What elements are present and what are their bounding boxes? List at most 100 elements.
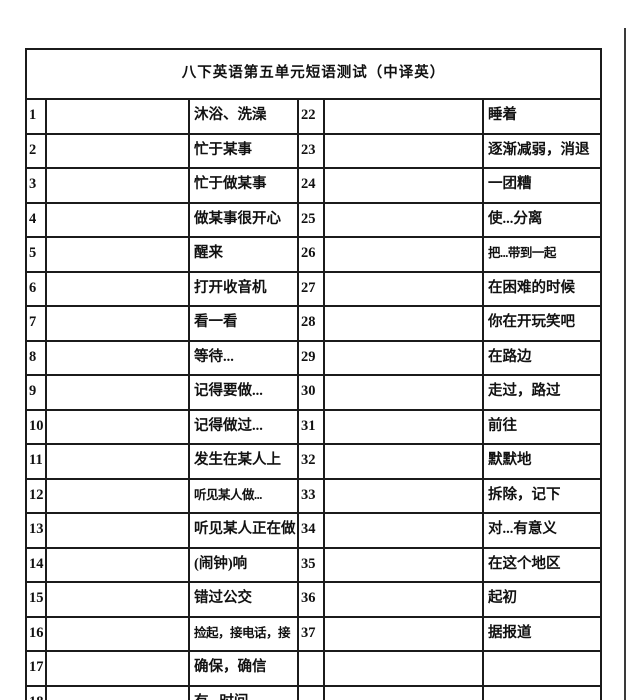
phrase-cell-cn-right: 使...分离	[482, 201, 602, 238]
phrase-cell-cn-right: 一团糟	[482, 167, 602, 204]
phrase-cell-cn-left: 醒来	[188, 236, 299, 273]
phrase-cell-cn-left: 听见某人做...	[188, 477, 299, 514]
answer-blank-cell-left	[45, 236, 190, 273]
row-number-cell-left: 15	[25, 581, 47, 618]
phrase-cell-cn-left: 捡起，接电话，接	[188, 615, 299, 652]
phrase-cell-cn-left: 忙于做某事	[188, 167, 299, 204]
phrase-cell-cn-left: 听见某人正在做	[188, 512, 299, 549]
answer-blank-cell-left	[45, 339, 190, 376]
phrase-cell-cn-left: 记得做过...	[188, 408, 299, 445]
table-row: 16 捡起，接电话，接 37 据报道	[25, 615, 602, 652]
answer-blank-cell-right	[323, 477, 484, 514]
page-edge-line	[624, 28, 626, 700]
table-row: 4 做某事很开心 25 使...分离	[25, 201, 602, 238]
table-row: 18 有...时间	[25, 684, 602, 700]
row-number-cell-left: 1	[25, 98, 47, 135]
answer-blank-cell-left	[45, 270, 190, 307]
answer-blank-cell-right	[323, 512, 484, 549]
phrase-cell-cn-right	[482, 650, 602, 687]
row-number-cell-right: 32	[297, 443, 325, 480]
answer-blank-cell-right	[323, 132, 484, 169]
table-row: 8 等待... 29 在路边	[25, 339, 602, 376]
phrase-cell-cn-right: 拆除，记下	[482, 477, 602, 514]
answer-blank-cell-right	[323, 201, 484, 238]
row-number-cell-left: 2	[25, 132, 47, 169]
phrase-cell-cn-left: 打开收音机	[188, 270, 299, 307]
row-number-cell-left: 14	[25, 546, 47, 583]
phrase-cell-cn-right: 起初	[482, 581, 602, 618]
row-number-cell-right	[297, 650, 325, 687]
phrase-test-table: 八下英语第五单元短语测试（中译英） 1 沐浴、洗澡 22 睡着 2 忙于某事 2…	[25, 48, 602, 700]
answer-blank-cell-right	[323, 236, 484, 273]
answer-blank-cell-left	[45, 477, 190, 514]
row-number-cell-left: 5	[25, 236, 47, 273]
worksheet-title: 八下英语第五单元短语测试（中译英）	[25, 48, 602, 100]
row-number-cell-left: 3	[25, 167, 47, 204]
answer-blank-cell-right	[323, 650, 484, 687]
table-row: 1 沐浴、洗澡 22 睡着	[25, 98, 602, 135]
row-number-cell-left: 13	[25, 512, 47, 549]
table-row: 10 记得做过... 31 前往	[25, 408, 602, 445]
phrase-cell-cn-left: 沐浴、洗澡	[188, 98, 299, 135]
table-row: 15 错过公交 36 起初	[25, 581, 602, 618]
phrase-cell-cn-right: 把...带到一起	[482, 236, 602, 273]
answer-blank-cell-right	[323, 374, 484, 411]
row-number-cell-right	[297, 684, 325, 700]
row-number-cell-left: 8	[25, 339, 47, 376]
phrase-cell-cn-right: 睡着	[482, 98, 602, 135]
row-number-cell-right: 24	[297, 167, 325, 204]
table-row: 11 发生在某人上 32 默默地	[25, 443, 602, 480]
table-row: 7 看一看 28 你在开玩笑吧	[25, 305, 602, 342]
answer-blank-cell-left	[45, 374, 190, 411]
row-number-cell-right: 29	[297, 339, 325, 376]
answer-blank-cell-left	[45, 581, 190, 618]
table-row: 3 忙于做某事 24 一团糟	[25, 167, 602, 204]
phrase-cell-cn-left: 看一看	[188, 305, 299, 342]
row-number-cell-left: 16	[25, 615, 47, 652]
answer-blank-cell-left	[45, 512, 190, 549]
row-number-cell-right: 37	[297, 615, 325, 652]
answer-blank-cell-right	[323, 270, 484, 307]
phrase-cell-cn-right: 逐渐减弱，消退	[482, 132, 602, 169]
row-number-cell-left: 17	[25, 650, 47, 687]
phrase-cell-cn-right: 在路边	[482, 339, 602, 376]
answer-blank-cell-right	[323, 443, 484, 480]
phrase-cell-cn-left: (闹钟)响	[188, 546, 299, 583]
answer-blank-cell-left	[45, 132, 190, 169]
row-number-cell-left: 6	[25, 270, 47, 307]
answer-blank-cell-left	[45, 615, 190, 652]
phrase-cell-cn-left: 错过公交	[188, 581, 299, 618]
row-number-cell-right: 22	[297, 98, 325, 135]
answer-blank-cell-left	[45, 201, 190, 238]
phrase-cell-cn-right: 据报道	[482, 615, 602, 652]
row-number-cell-right: 28	[297, 305, 325, 342]
title-row: 八下英语第五单元短语测试（中译英）	[25, 48, 602, 100]
answer-blank-cell-right	[323, 408, 484, 445]
table-row: 5 醒来 26 把...带到一起	[25, 236, 602, 273]
answer-blank-cell-right	[323, 615, 484, 652]
phrase-cell-cn-right: 你在开玩笑吧	[482, 305, 602, 342]
phrase-cell-cn-right: 前往	[482, 408, 602, 445]
phrase-cell-cn-left: 有...时间	[188, 684, 299, 700]
answer-blank-cell-left	[45, 443, 190, 480]
phrase-cell-cn-right: 对...有意义	[482, 512, 602, 549]
row-number-cell-left: 4	[25, 201, 47, 238]
answer-blank-cell-right	[323, 98, 484, 135]
answer-blank-cell-right	[323, 339, 484, 376]
row-number-cell-right: 30	[297, 374, 325, 411]
phrase-cell-cn-left: 记得要做...	[188, 374, 299, 411]
table-row: 6 打开收音机 27 在困难的时候	[25, 270, 602, 307]
table-row: 17 确保，确信	[25, 650, 602, 687]
answer-blank-cell-right	[323, 546, 484, 583]
answer-blank-cell-left	[45, 546, 190, 583]
answer-blank-cell-right	[323, 684, 484, 700]
phrase-cell-cn-left: 确保，确信	[188, 650, 299, 687]
answer-blank-cell-right	[323, 305, 484, 342]
answer-blank-cell-right	[323, 167, 484, 204]
row-number-cell-right: 27	[297, 270, 325, 307]
row-number-cell-right: 26	[297, 236, 325, 273]
table-row: 2 忙于某事 23 逐渐减弱，消退	[25, 132, 602, 169]
row-number-cell-right: 34	[297, 512, 325, 549]
phrase-cell-cn-left: 做某事很开心	[188, 201, 299, 238]
row-number-cell-right: 25	[297, 201, 325, 238]
